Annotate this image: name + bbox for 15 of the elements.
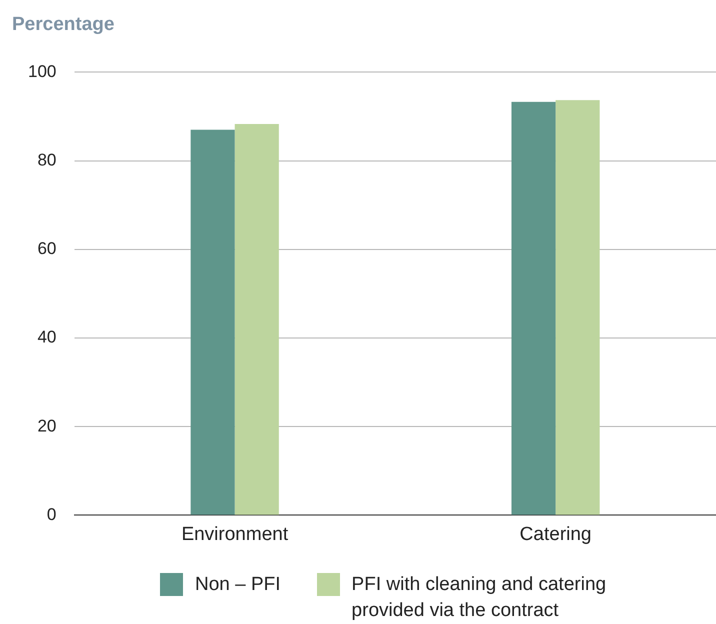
y-tick-label: 60 bbox=[37, 239, 56, 258]
y-tick-label: 80 bbox=[37, 150, 56, 170]
y-axis-title: Percentage bbox=[12, 14, 114, 36]
y-tick-label: 20 bbox=[37, 416, 56, 436]
legend-label: Non – PFI bbox=[195, 573, 281, 597]
bar bbox=[556, 100, 600, 515]
legend-label: PFI with cleaning and catering provided via the contract bbox=[352, 573, 608, 623]
y-tick-label: 0 bbox=[46, 504, 56, 524]
bar bbox=[234, 124, 279, 515]
x-tick-label: Catering bbox=[520, 524, 592, 545]
y-tick-label: 100 bbox=[28, 62, 56, 81]
bar bbox=[190, 130, 235, 515]
bar bbox=[511, 102, 556, 515]
y-tick-label: 40 bbox=[37, 328, 56, 347]
x-tick-label: Environment bbox=[181, 524, 289, 545]
